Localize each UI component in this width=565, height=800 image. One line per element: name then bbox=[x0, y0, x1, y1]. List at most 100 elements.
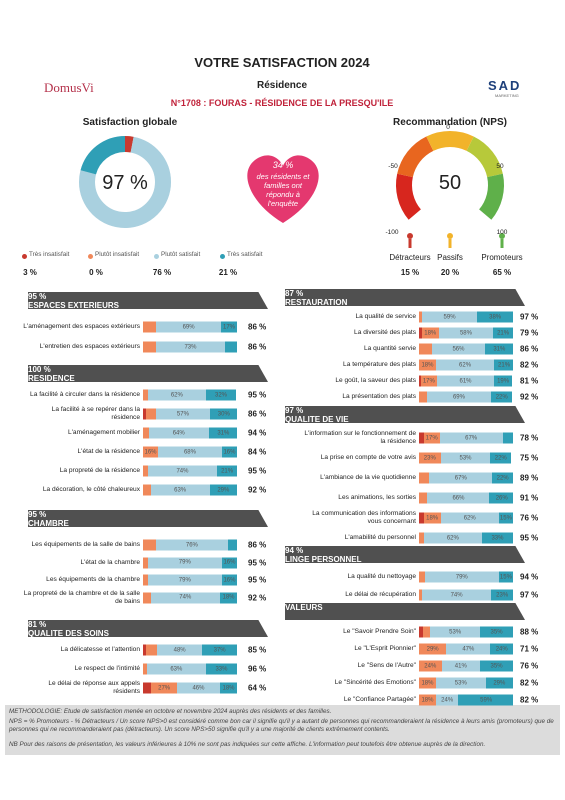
legend-value: 76 % bbox=[152, 268, 172, 277]
bar-segment: 24% bbox=[419, 660, 442, 672]
item-label: Les équipements de la salle de bains bbox=[31, 541, 140, 548]
bar-segment: 31% bbox=[208, 427, 237, 439]
item-label: La température des plats bbox=[343, 361, 416, 368]
item-label: Le "L'Esprit Pionnier" bbox=[354, 645, 416, 652]
segment-label: 53% bbox=[449, 629, 462, 635]
item-bar: 23% 53% 22% bbox=[419, 452, 513, 464]
section-percent: 100 % bbox=[28, 365, 51, 374]
item-label: La propreté de la résidence bbox=[59, 467, 140, 474]
satisfaction-score: 97 % bbox=[102, 172, 148, 194]
item-total: 84 % bbox=[248, 447, 267, 457]
item-total: 92 % bbox=[248, 485, 267, 495]
bar-segment bbox=[143, 484, 151, 496]
segment-label: 27% bbox=[158, 685, 171, 691]
section-header: 95 % CHAMBRE bbox=[28, 510, 268, 527]
bar-segment: 69% bbox=[156, 321, 222, 333]
item-total: 95 % bbox=[248, 390, 267, 400]
bar-segment: 79% bbox=[147, 557, 222, 568]
bar-segment: 57% bbox=[156, 408, 210, 420]
bar-segment: 66% bbox=[427, 492, 490, 504]
item-bar: 67% 22% bbox=[419, 472, 513, 484]
item-label: L'ambiance de la vie quotidienne bbox=[320, 474, 416, 481]
bar-segment bbox=[143, 663, 147, 675]
bar-segment: 18% bbox=[423, 512, 441, 524]
segment-label: 67% bbox=[454, 475, 467, 481]
bar-segment bbox=[143, 644, 146, 656]
legend-dot bbox=[22, 254, 27, 259]
item-label: La quantité servie bbox=[363, 345, 416, 352]
item-total: 76 % bbox=[520, 661, 539, 671]
bar-segment: 67% bbox=[439, 432, 503, 444]
segment-label: 21% bbox=[497, 330, 510, 336]
segment-label: 35% bbox=[490, 629, 503, 635]
item-total: 95 % bbox=[248, 558, 267, 567]
segment-label: 18% bbox=[421, 680, 434, 686]
bar-segment bbox=[143, 389, 148, 401]
bar-segment: 15% bbox=[498, 571, 513, 583]
item-bar: 74% 18% bbox=[143, 592, 237, 603]
item-label: La communication des informations vous c… bbox=[312, 510, 416, 525]
segment-label: 33% bbox=[491, 535, 504, 541]
segment-label: 24% bbox=[424, 663, 437, 669]
logo-left: DomusVi bbox=[44, 80, 94, 95]
item-label: Le "Sens de l'Autre" bbox=[357, 662, 416, 669]
segment-label: 76% bbox=[185, 542, 198, 548]
item-label: La présentation des plats bbox=[342, 393, 416, 400]
segment-label: 68% bbox=[183, 449, 196, 455]
segment-label: 16% bbox=[223, 577, 236, 583]
bar-segment bbox=[419, 327, 422, 339]
nps-group-label: Promoteurs bbox=[481, 253, 523, 262]
segment-label: 53% bbox=[454, 680, 467, 686]
segment-label: 53% bbox=[459, 455, 472, 461]
satisfaction-title: Satisfaction globale bbox=[82, 117, 178, 128]
segment-label: 59% bbox=[480, 697, 493, 703]
section-title: CHAMBRE bbox=[28, 519, 69, 528]
bar-segment bbox=[143, 592, 151, 603]
bar-segment: 31% bbox=[484, 343, 513, 355]
bar-segment: 33% bbox=[481, 532, 513, 544]
segment-label: 23% bbox=[496, 592, 509, 598]
bar-segment bbox=[143, 408, 146, 420]
bar-segment: 22% bbox=[490, 452, 512, 464]
item-bar: 18% 58% 21% bbox=[419, 327, 513, 339]
item-label: La facilité à se repérer dans la résiden… bbox=[51, 406, 140, 421]
bar-segment: 24% bbox=[490, 643, 513, 655]
bar-segment bbox=[145, 408, 157, 420]
legend-dot bbox=[154, 254, 159, 259]
bar-segment bbox=[143, 341, 157, 353]
segment-label: 62% bbox=[446, 535, 459, 541]
item-label: L'aménagement mobilier bbox=[68, 429, 140, 436]
residence-name: N°1708 : FOURAS - RÉSIDENCE DE LA PRESQU… bbox=[170, 98, 394, 108]
section-percent: 94 % bbox=[285, 546, 304, 555]
bar-segment: 18% bbox=[419, 359, 436, 371]
item-total: 89 % bbox=[520, 473, 539, 483]
item-bar: 24% 41% 35% bbox=[419, 660, 513, 672]
segment-label: 79% bbox=[178, 559, 191, 566]
gauge-scale-label: 0 bbox=[446, 124, 450, 131]
subtitle: Résidence bbox=[256, 80, 308, 91]
item-total: 86 % bbox=[248, 409, 267, 419]
bar-segment bbox=[419, 512, 424, 524]
bar-segment bbox=[419, 472, 430, 484]
nps-group-value: 20 % bbox=[440, 268, 460, 277]
nps-group-label: Détracteurs bbox=[389, 253, 431, 262]
bar-segment: 62% bbox=[435, 359, 495, 371]
item-label: L'information sur le fonctionnement de l… bbox=[304, 430, 416, 445]
bar-segment: 17% bbox=[420, 375, 437, 387]
segment-label: 21% bbox=[221, 468, 234, 474]
bar-segment: 41% bbox=[441, 660, 481, 672]
segment-label: 29% bbox=[426, 646, 439, 652]
nps-title: Recommandation (NPS) bbox=[393, 117, 507, 128]
bar-segment: 16% bbox=[221, 557, 237, 568]
bar-segment bbox=[419, 626, 423, 638]
bar-segment bbox=[143, 321, 157, 333]
segment-label: 17% bbox=[222, 324, 235, 330]
item-bar: 63% 29% bbox=[143, 484, 237, 496]
item-bar: 62% 33% bbox=[419, 532, 513, 544]
item-bar: 79% 15% bbox=[419, 571, 513, 583]
segment-label: 48% bbox=[173, 647, 186, 653]
section-percent: 95 % bbox=[28, 292, 47, 301]
item-label: La décoration, le côté chaleureux bbox=[42, 486, 140, 493]
legend-label: Plutôt satisfait bbox=[161, 251, 201, 258]
bar-segment: 53% bbox=[440, 452, 491, 464]
